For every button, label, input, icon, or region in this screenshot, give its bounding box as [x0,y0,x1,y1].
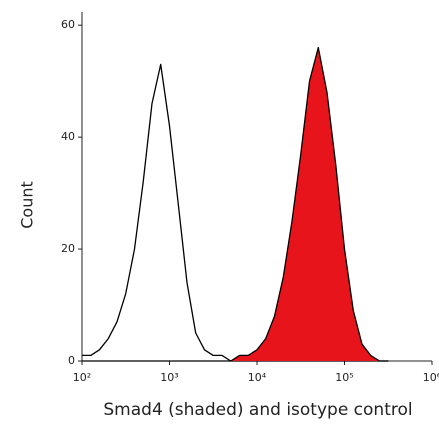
x-tick-label: 10³ [160,371,178,384]
x-tick-label: 10⁶ [423,371,439,384]
y-tick-label: 40 [61,130,75,143]
y-tick-label: 0 [68,354,75,367]
x-tick-label: 10² [73,371,91,384]
y-tick-label: 20 [61,242,75,255]
x-axis-label: Smad4 (shaded) and isotype control [103,400,413,420]
x-tick-label: 10⁵ [335,371,353,384]
y-tick-label: 60 [61,18,75,31]
y-axis-label: Count [18,181,37,229]
filled-histogram [82,46,389,362]
x-tick-label: 10⁴ [248,371,267,384]
